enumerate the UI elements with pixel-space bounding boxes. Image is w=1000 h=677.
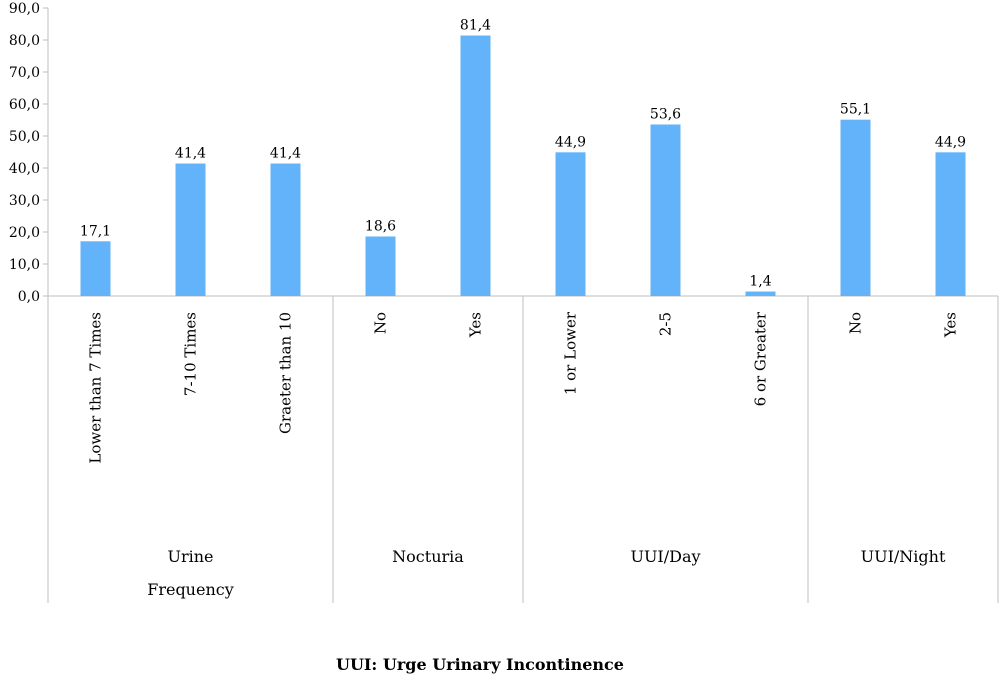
data-label: 1,4 [749, 274, 771, 290]
y-tick-label: 10,0 [9, 257, 40, 273]
group-label: UUI/Night [861, 547, 946, 566]
data-label: 41,4 [175, 146, 206, 162]
category-label: Graeter than 10 [277, 312, 295, 434]
bar [935, 152, 966, 296]
category-label: Lower than 7 Times [87, 312, 105, 464]
data-label: 41,4 [270, 146, 301, 162]
data-label: 17,1 [80, 223, 111, 239]
category-label: Yes [467, 312, 485, 338]
category-label: 7-10 Times [182, 312, 200, 396]
category-label: 1 or Lower [562, 311, 580, 395]
y-tick-label: 0,0 [18, 289, 40, 305]
group-label: Frequency [147, 580, 234, 599]
bar [365, 236, 396, 296]
y-tick-label: 80,0 [9, 33, 40, 49]
y-tick-label: 30,0 [9, 193, 40, 209]
bar [555, 152, 586, 296]
y-tick-label: 40,0 [9, 161, 40, 177]
data-label: 44,9 [555, 134, 586, 150]
chart-footnote: UUI: Urge Urinary Incontinence [336, 655, 624, 674]
bar [460, 35, 491, 297]
group-label: Nocturia [392, 547, 464, 566]
y-tick-label: 70,0 [9, 65, 40, 81]
bar [840, 119, 871, 297]
category-label: No [847, 312, 865, 334]
category-label: Yes [942, 312, 960, 338]
bar [175, 163, 206, 296]
group-label: UUI/Day [630, 547, 700, 566]
data-label: 55,1 [840, 102, 871, 118]
category-label: 2-5 [657, 312, 675, 336]
data-label: 81,4 [460, 18, 491, 34]
data-label: 44,9 [935, 134, 966, 150]
group-label: Urine [167, 547, 213, 566]
bar [80, 241, 111, 296]
bar [650, 124, 681, 296]
category-label: No [372, 312, 390, 334]
y-tick-label: 50,0 [9, 129, 40, 145]
y-tick-label: 60,0 [9, 97, 40, 113]
bar [745, 291, 776, 296]
data-label: 53,6 [650, 106, 681, 122]
data-label: 18,6 [365, 218, 396, 234]
bar [270, 163, 301, 296]
category-label: 6 or Greater [752, 311, 770, 406]
y-tick-label: 20,0 [9, 225, 40, 241]
y-tick-label: 90,0 [9, 1, 40, 17]
